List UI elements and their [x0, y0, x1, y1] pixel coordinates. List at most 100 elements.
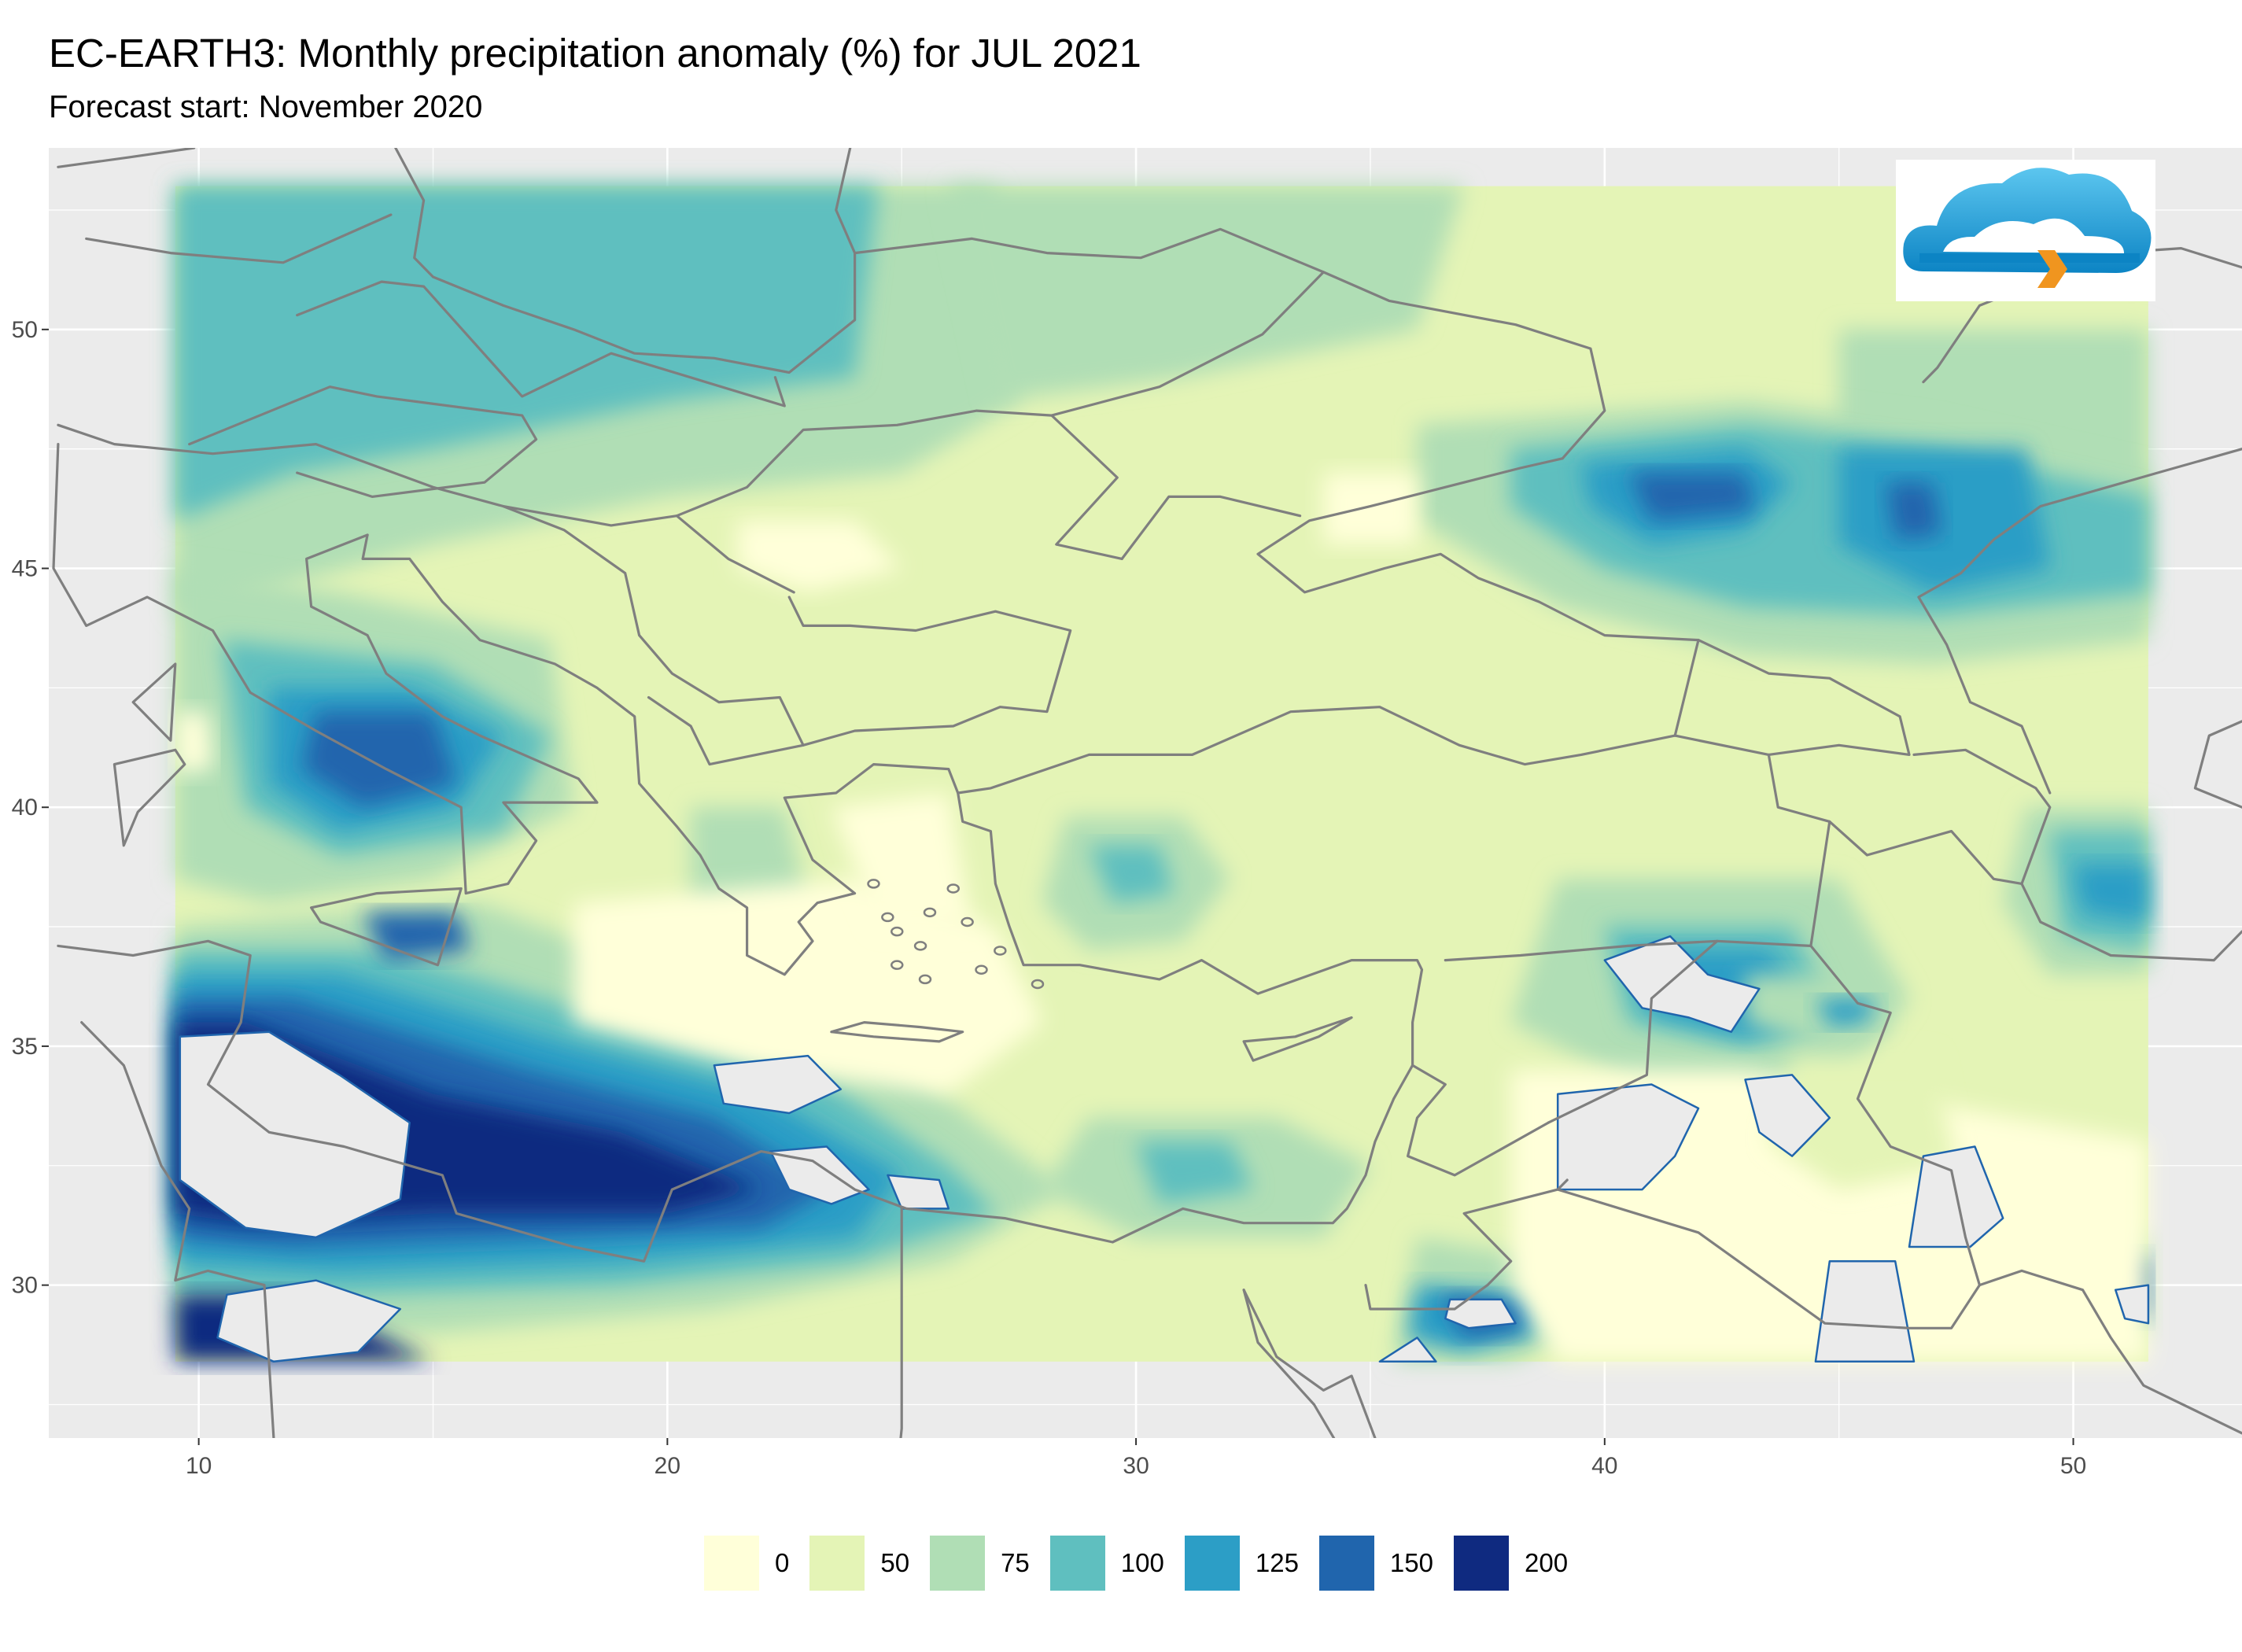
anomaly-contour — [1136, 1141, 1253, 1204]
legend-label: 0 — [775, 1548, 790, 1577]
border-line — [1912, 748, 2052, 886]
border-line — [1917, 448, 2242, 795]
legend-swatch — [809, 1536, 865, 1591]
border-line — [52, 442, 599, 895]
anomaly-contour — [175, 711, 213, 774]
no-data-region — [2114, 1284, 2150, 1325]
island — [961, 916, 974, 927]
no-data-region — [713, 1054, 843, 1115]
no-data-region — [1744, 1074, 1831, 1157]
anomaly-contour — [737, 520, 902, 592]
no-data-region — [769, 1145, 870, 1205]
anomaly-contour — [301, 711, 457, 808]
island — [867, 879, 880, 889]
chart-subtitle: Forecast start: November 2020 — [49, 90, 483, 124]
border-line — [899, 1207, 903, 1438]
anomaly-contour — [1886, 482, 1942, 540]
legend-label: 75 — [1001, 1548, 1030, 1577]
anomaly-contour — [831, 793, 972, 927]
anomaly-contour — [948, 186, 1465, 401]
border-line — [188, 385, 538, 499]
no-data-region — [1814, 1260, 1916, 1363]
no-data-regions — [179, 935, 2150, 1363]
x-tick-label: 50 — [2060, 1453, 2086, 1479]
legend-swatch — [930, 1536, 986, 1591]
island — [918, 974, 932, 985]
border-line — [1547, 939, 1719, 1124]
cloud-logo-icon — [1896, 160, 2155, 301]
legend-item: 0 — [704, 1536, 789, 1591]
y-tick-label: 45 — [12, 556, 38, 582]
border-line — [112, 748, 186, 847]
border-line — [1242, 1016, 1353, 1062]
border-line — [1242, 1289, 1336, 1438]
border-line — [2193, 720, 2242, 809]
legend-item: 50 — [809, 1536, 909, 1591]
anomaly-contour — [1323, 473, 1418, 545]
legend-swatch — [1318, 1536, 1374, 1591]
legend-swatch — [1453, 1536, 1509, 1591]
y-tick-label: 35 — [12, 1034, 38, 1060]
legend-label: 150 — [1389, 1548, 1433, 1577]
border-line — [1120, 495, 1302, 561]
logo-stripe — [1919, 253, 2140, 263]
anomaly-contour — [1815, 998, 1877, 1027]
no-data-region — [887, 1174, 950, 1210]
island — [994, 946, 1007, 956]
border-line — [57, 148, 196, 168]
island — [913, 941, 927, 951]
no-data-region — [1444, 1298, 1517, 1329]
no-data-region — [216, 1279, 402, 1363]
island — [923, 907, 937, 918]
anomaly-contour — [1089, 845, 1174, 903]
y-tick-label: 50 — [12, 317, 38, 343]
border-line — [502, 504, 805, 766]
border-line — [1809, 944, 1981, 1287]
legend: 0 50 75 100 125 150 200 — [704, 1536, 1588, 1591]
border-line — [1364, 1188, 1559, 1311]
no-data-region — [179, 1031, 411, 1239]
border-line — [1444, 753, 1831, 962]
x-tick-label: 40 — [1591, 1453, 1617, 1479]
legend-label: 200 — [1524, 1548, 1569, 1577]
legend-swatch — [1049, 1536, 1105, 1591]
border-line — [1406, 1064, 1550, 1177]
border-line — [830, 1020, 964, 1043]
legend-item: 150 — [1318, 1536, 1433, 1591]
country-borders — [52, 148, 2242, 1438]
y-tick-label: 40 — [12, 795, 38, 820]
anomaly-contour — [2073, 865, 2148, 922]
island — [881, 912, 894, 923]
border-line — [835, 148, 1326, 417]
anomaly-contour — [1628, 473, 1755, 521]
anomaly-field — [175, 186, 2148, 1362]
legend-item: 200 — [1453, 1536, 1569, 1591]
island — [1031, 979, 1045, 990]
island — [946, 883, 961, 894]
legend-label: 100 — [1120, 1548, 1164, 1577]
border-line — [1242, 1289, 1377, 1438]
y-tick-label: 30 — [12, 1273, 38, 1299]
border-line — [394, 148, 857, 374]
border-line — [787, 596, 1072, 747]
border-line — [361, 533, 1676, 976]
island — [891, 960, 904, 970]
border-line — [85, 213, 393, 264]
anomaly-contour — [175, 186, 879, 521]
cloud-highlight — [1943, 218, 2124, 253]
x-tick-label: 30 — [1123, 1453, 1149, 1479]
axis-ticks: 10 20 30 40 50 30 35 40 45 50 — [12, 317, 2087, 1479]
anomaly-contour — [1745, 974, 1886, 1046]
border-line — [1256, 457, 1700, 737]
border-line — [57, 791, 1424, 1263]
border-line — [80, 1020, 275, 1438]
island — [891, 926, 904, 937]
border-line — [57, 409, 1123, 561]
legend-swatch — [704, 1536, 759, 1591]
legend-item: 75 — [930, 1536, 1030, 1591]
chart-title: EC-EARTH3: Monthly precipitation anomaly… — [49, 31, 1141, 76]
x-tick-label: 10 — [186, 1453, 212, 1479]
legend-item: 125 — [1184, 1536, 1299, 1591]
legend-label: 50 — [880, 1548, 910, 1577]
x-tick-label: 20 — [655, 1453, 680, 1479]
